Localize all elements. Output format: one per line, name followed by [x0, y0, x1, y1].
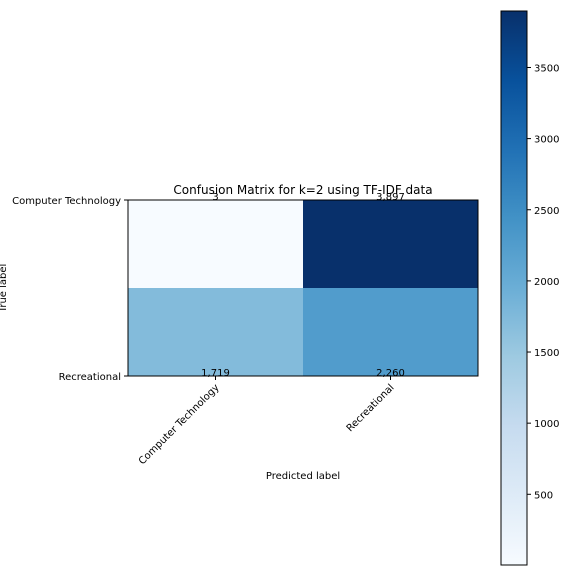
matrix-cell: [303, 288, 478, 376]
cell-value-label: 3,897: [376, 192, 405, 203]
colorbar-tick-label: 3500: [534, 63, 559, 74]
plot-frame: [127, 199, 479, 377]
colorbar-tick-label: 2500: [534, 206, 559, 217]
chart-title: Confusion Matrix for k=2 using TF-IDF da…: [173, 183, 432, 197]
y-axis-label: True label: [0, 264, 9, 314]
cell-value-label: 2,260: [376, 368, 405, 379]
cell-value-label: 3: [212, 192, 218, 203]
matrix-cell: [303, 200, 478, 288]
colorbar: [500, 10, 528, 566]
x-axis-label: Predicted label: [266, 471, 340, 482]
cell-value-label: 1,719: [201, 368, 230, 379]
colorbar-tick-label: 1500: [534, 348, 559, 359]
matrix-cell: [128, 200, 303, 288]
colorbar-tick-label: 1000: [534, 419, 559, 430]
cell-value-labels: 3 3,897 1,719 2,260: [201, 192, 405, 379]
x-tick-label: Recreational: [345, 382, 397, 434]
matrix-cell: [128, 288, 303, 376]
x-tick-label: Computer Technology: [137, 382, 222, 467]
colorbar-tick-label: 3000: [534, 135, 559, 146]
colorbar-ticks: 500 1000 1500 2000 2500 3000 3500: [527, 63, 559, 501]
y-tick-label: Computer Technology: [12, 196, 121, 207]
matrix-cells: [128, 200, 478, 376]
y-tick-label: Recreational: [59, 372, 121, 383]
colorbar-tick-label: 500: [534, 490, 553, 501]
colorbar-tick-label: 2000: [534, 277, 559, 288]
